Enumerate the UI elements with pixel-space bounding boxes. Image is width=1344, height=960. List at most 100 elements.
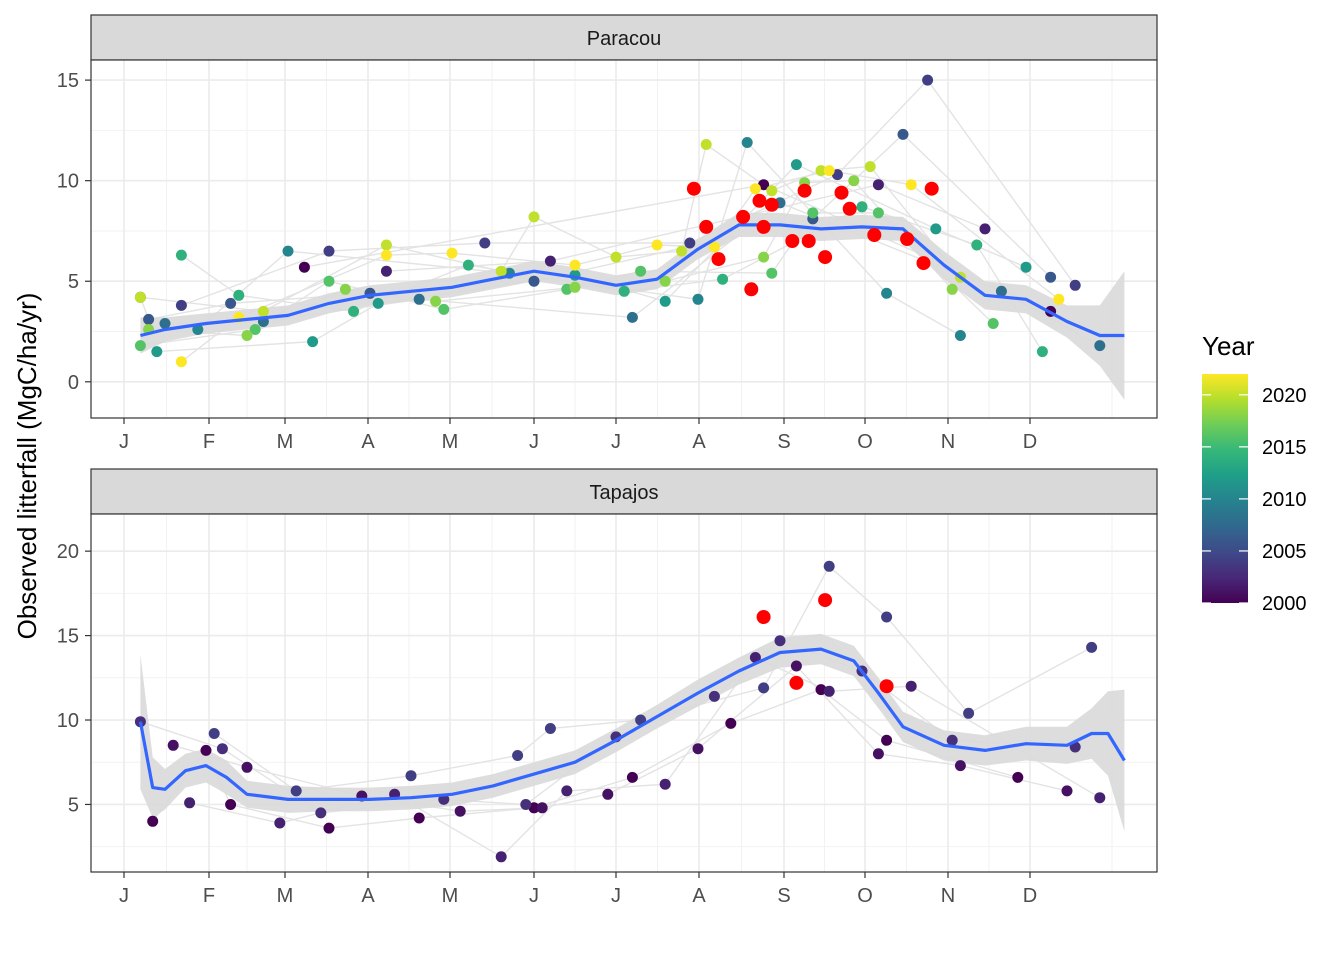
data-point (249, 324, 261, 335)
data-point (790, 660, 802, 672)
y-tick-label: 5 (68, 794, 79, 816)
data-point (766, 267, 778, 279)
highlight-point (756, 610, 771, 624)
x-tick-label: D (1023, 431, 1037, 453)
data-point (749, 183, 761, 195)
data-point (438, 303, 450, 315)
legend-tick-label: 2015 (1262, 437, 1307, 459)
x-tick-label: F (203, 885, 215, 907)
data-point (528, 275, 540, 287)
data-point (175, 249, 187, 261)
data-point (544, 723, 556, 734)
data-point (741, 137, 753, 148)
data-point (905, 179, 917, 191)
data-point (184, 797, 196, 809)
data-point (544, 255, 556, 267)
data-point (233, 289, 245, 301)
x-tick-label: N (941, 431, 955, 453)
highlight-point (916, 256, 931, 271)
y-tick-label: 10 (57, 710, 79, 732)
data-point (512, 750, 524, 761)
data-point (479, 237, 491, 249)
smooth-line (138, 647, 1126, 801)
highlight-point (801, 234, 816, 248)
data-point (610, 251, 622, 263)
y-tick-label: 20 (57, 541, 79, 563)
data-point (692, 743, 704, 755)
data-point (405, 770, 417, 782)
data-point (848, 175, 860, 187)
data-point (758, 682, 770, 694)
data-point (823, 685, 835, 697)
legend-title: Year (1202, 331, 1255, 361)
legend-tick-label: 2000 (1262, 593, 1307, 615)
data-point (495, 265, 507, 277)
x-tick-label: N (941, 885, 955, 907)
data-point (872, 207, 884, 219)
data-point (987, 318, 999, 329)
x-tick-label: F (203, 431, 215, 453)
legend-tick-label: 2020 (1262, 385, 1307, 407)
data-point (856, 201, 868, 213)
x-tick-label: J (529, 885, 539, 907)
data-point (807, 207, 819, 219)
strip-tapajos (90, 468, 1158, 515)
panel-tapajos: Tapajos 5 10 15 20 J F M A M J J A S O N D (57, 468, 1158, 907)
y-tick-label: 0 (68, 372, 79, 394)
data-point (618, 285, 630, 297)
x-tick-label: A (361, 431, 375, 453)
data-point (684, 237, 696, 249)
data-point (659, 778, 671, 790)
highlight-point (699, 219, 714, 234)
highlight-point (879, 679, 894, 694)
highlight-point (867, 228, 882, 242)
x-tick-label: A (692, 885, 706, 907)
highlight-point (744, 282, 759, 297)
data-point (274, 817, 286, 829)
legend: Year 2000 2005 2010 2015 2020 (1202, 331, 1307, 615)
highlight-point (924, 181, 939, 196)
data-point (561, 283, 573, 295)
highlight-point (764, 197, 779, 212)
data-point (446, 247, 458, 259)
data-point (864, 161, 876, 173)
data-point (1094, 792, 1106, 804)
highlight-point (842, 201, 857, 216)
data-point (626, 771, 638, 783)
data-point (134, 291, 146, 303)
points (134, 560, 1106, 863)
data-point (815, 684, 827, 696)
data-point (241, 761, 253, 773)
data-point (1094, 340, 1106, 352)
x-tick-label: O (857, 885, 873, 907)
x-tick-label: M (442, 431, 459, 453)
data-point (134, 340, 146, 352)
data-point (462, 259, 474, 271)
highlight-point (756, 219, 771, 234)
data-point (290, 785, 302, 797)
x-tick-label: J (119, 431, 129, 453)
data-point (569, 281, 581, 293)
data-point (208, 728, 220, 739)
x-tick-label: J (119, 885, 129, 907)
data-point (774, 635, 786, 647)
data-point (315, 807, 327, 819)
x-tick-label: O (857, 431, 873, 453)
data-point (692, 293, 704, 305)
data-point (1069, 279, 1081, 291)
points (134, 74, 1106, 368)
data-point (175, 356, 187, 368)
smooth-line (140, 223, 1125, 338)
data-point (175, 299, 187, 311)
highlight-points (686, 181, 939, 297)
smooth-ribbon (140, 633, 1125, 832)
x-tick-label: M (277, 885, 294, 907)
strip-paracou (90, 14, 1158, 61)
data-point (995, 285, 1007, 297)
x-tick-label: M (442, 885, 459, 907)
x-tick-label: J (611, 431, 621, 453)
data-point (758, 179, 770, 191)
data-point (561, 785, 573, 797)
y-tick-label: 10 (57, 171, 79, 193)
